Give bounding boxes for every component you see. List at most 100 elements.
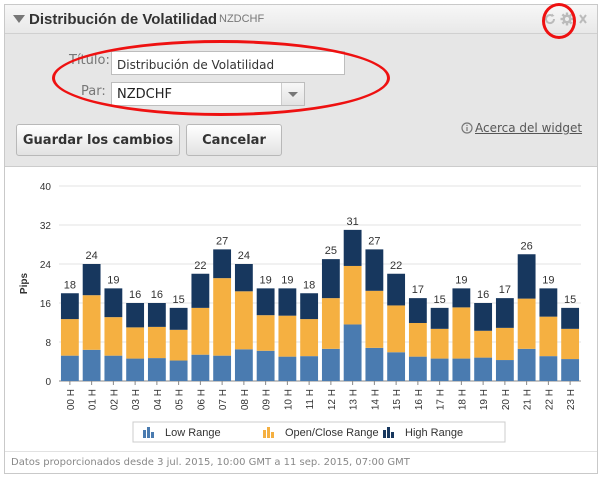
bar-segment-0 — [191, 354, 210, 381]
collapse-arrow-icon[interactable] — [13, 15, 25, 23]
bar-segment-2 — [365, 249, 384, 291]
data-label: 22 — [194, 260, 206, 272]
data-label: 24 — [86, 250, 98, 262]
data-label: 19 — [260, 274, 272, 286]
bar-segment-1 — [408, 322, 427, 357]
y-axis-label: Pips — [19, 273, 30, 295]
info-icon — [461, 122, 473, 134]
refresh-icon[interactable] — [543, 12, 557, 26]
x-tick-label: 12 H — [327, 389, 338, 410]
data-label: 15 — [173, 294, 185, 306]
bar-segment-2 — [126, 303, 145, 328]
bar-segment-2 — [561, 307, 580, 329]
legend-label: Open/Close Range — [285, 427, 379, 439]
pair-select-value: NZDCHF — [117, 87, 172, 102]
bar-segment-1 — [517, 298, 536, 349]
pair-select[interactable]: NZDCHF — [111, 82, 305, 106]
bar-segment-1 — [365, 290, 384, 348]
bar-segment-2 — [474, 303, 493, 331]
data-label: 17 — [412, 284, 424, 296]
bar-segment-2 — [300, 293, 319, 320]
bar-segment-2 — [169, 307, 188, 330]
bar-segment-1 — [343, 265, 362, 325]
legend-icon — [151, 432, 154, 438]
bar-segment-0 — [278, 356, 297, 381]
x-tick-label: 11 H — [305, 389, 316, 409]
legend-box — [132, 421, 506, 443]
bar-segment-0 — [300, 356, 319, 381]
bar-segment-0 — [430, 358, 449, 381]
bar-segment-1 — [256, 315, 275, 351]
legend-icon — [147, 427, 150, 438]
cancel-button[interactable]: Cancelar — [186, 124, 282, 156]
data-label: 18 — [303, 279, 315, 291]
data-label: 17 — [499, 284, 511, 296]
bar-segment-2 — [213, 249, 232, 279]
bar-segment-2 — [104, 288, 123, 318]
bar-segment-1 — [213, 278, 232, 356]
bar-segment-2 — [387, 273, 406, 306]
x-tick-label: 05 H — [175, 389, 186, 410]
footer-text: Datos proporcionados desde 3 jul. 2015, … — [11, 457, 410, 468]
data-label: 25 — [325, 245, 337, 257]
bar-segment-1 — [474, 330, 493, 358]
chart-area: 0 8 16 24 32 40 Pips 18 00 H 24 01 H 19 02 H 16 03 H 16… — [5, 167, 597, 451]
x-tick-label: 22 H — [544, 389, 555, 410]
save-button[interactable]: Guardar los cambios — [16, 124, 180, 156]
data-label: 16 — [151, 289, 163, 301]
bar-segment-0 — [213, 355, 232, 381]
data-label: 16 — [477, 289, 489, 301]
bar-segment-2 — [343, 229, 362, 266]
x-tick-label: 21 H — [523, 389, 534, 410]
data-label: 16 — [129, 289, 141, 301]
volatility-chart: 0 8 16 24 32 40 Pips 18 00 H 24 01 H 19 02 H 16 03 H 16… — [19, 182, 581, 443]
legend-label: Low Range — [165, 427, 221, 439]
bar-segment-1 — [495, 327, 514, 361]
bar-segment-0 — [387, 352, 406, 381]
bar-segment-0 — [517, 348, 536, 381]
legend-label: High Range — [405, 427, 463, 439]
bar-segment-1 — [60, 319, 79, 356]
legend-icon — [383, 430, 386, 438]
x-tick-label: 08 H — [240, 389, 251, 410]
x-tick-label: 00 H — [66, 389, 77, 410]
bar-segment-1 — [539, 316, 558, 357]
data-label: 26 — [521, 240, 533, 252]
bar-segment-2 — [495, 298, 514, 328]
y-tick-label: 24 — [40, 260, 52, 271]
bar-segment-2 — [321, 259, 340, 299]
title-label: Título: — [69, 53, 110, 68]
bar-segment-2 — [82, 264, 101, 296]
title-input[interactable]: Distribución de Volatilidad — [111, 51, 345, 75]
chevron-down-icon[interactable] — [281, 83, 304, 105]
data-label: 31 — [347, 216, 359, 228]
bar-segment-1 — [278, 315, 297, 357]
y-tick-label: 40 — [40, 182, 52, 193]
about-widget-link[interactable]: Acerca del widget — [475, 121, 583, 135]
bar-segment-0 — [147, 358, 166, 381]
bar-segment-1 — [430, 328, 449, 359]
bar-segment-0 — [169, 360, 188, 381]
bar-segment-1 — [561, 328, 580, 360]
widget-header: Distribución de Volatilidad NZDCHF — [5, 5, 597, 34]
bar-segment-0 — [126, 358, 145, 381]
x-tick-label: 17 H — [436, 389, 447, 410]
data-label: 15 — [564, 294, 576, 306]
legend-icon — [143, 430, 146, 438]
data-label: 18 — [64, 279, 76, 291]
data-label: 24 — [238, 250, 250, 262]
bar-segment-1 — [147, 326, 166, 359]
close-icon[interactable] — [578, 12, 588, 26]
x-tick-label: 09 H — [262, 389, 273, 410]
widget-title: Distribución de Volatilidad — [29, 11, 218, 28]
gear-icon[interactable] — [560, 12, 574, 26]
settings-panel: Título: Distribución de Volatilidad Par:… — [5, 34, 597, 167]
x-tick-label: 06 H — [196, 389, 207, 410]
x-tick-label: 20 H — [501, 389, 512, 410]
data-label: 15 — [434, 294, 446, 306]
bar-segment-0 — [539, 356, 558, 381]
widget-subtitle: NZDCHF — [219, 13, 265, 25]
legend-icon — [263, 430, 266, 438]
x-tick-label: 13 H — [349, 389, 360, 410]
y-tick-label: 8 — [45, 338, 51, 349]
